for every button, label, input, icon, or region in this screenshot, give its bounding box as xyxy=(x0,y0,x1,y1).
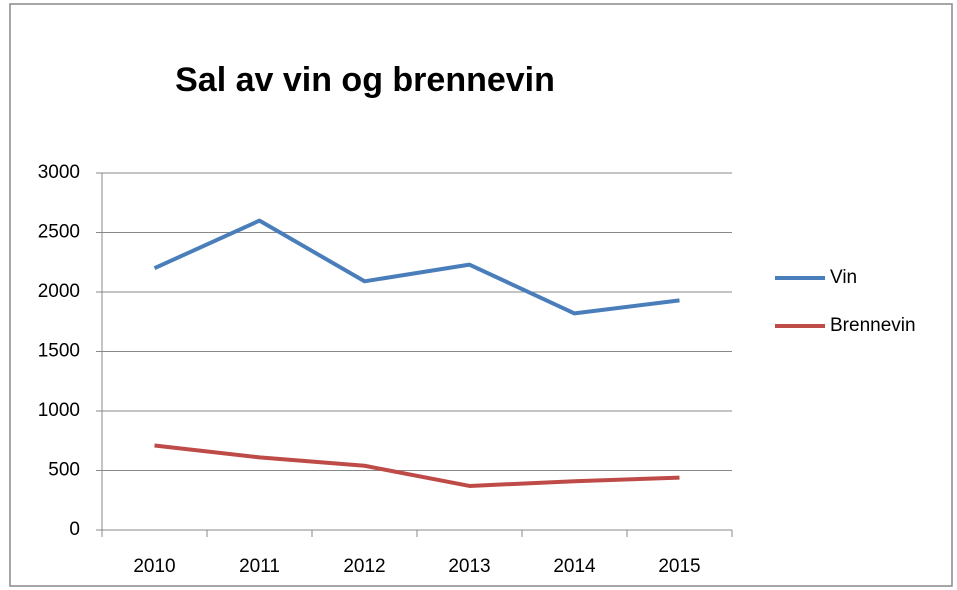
y-tick-label: 0 xyxy=(69,519,80,540)
y-tick-label: 500 xyxy=(48,460,80,481)
x-tick-label: 2011 xyxy=(239,556,280,577)
y-tick-label: 1000 xyxy=(38,400,80,421)
legend-label: Vin xyxy=(830,267,857,288)
y-tick-label: 2500 xyxy=(38,222,80,243)
x-tick-label: 2013 xyxy=(448,556,490,577)
chart-title: Sal av vin og brennevin xyxy=(175,61,555,99)
chart-frame xyxy=(9,3,953,587)
x-tick-label: 2015 xyxy=(658,556,700,577)
y-tick-label: 1500 xyxy=(38,341,80,362)
series-line xyxy=(153,218,680,316)
x-tick-label: 2010 xyxy=(133,556,175,577)
x-tick-label: 2012 xyxy=(343,556,385,577)
y-tick-label: 3000 xyxy=(38,162,80,183)
series-line xyxy=(154,443,680,488)
x-tick-label: 2014 xyxy=(553,556,596,577)
y-tick-label: 2000 xyxy=(38,281,80,302)
legend-label: Brennevin xyxy=(830,315,916,336)
